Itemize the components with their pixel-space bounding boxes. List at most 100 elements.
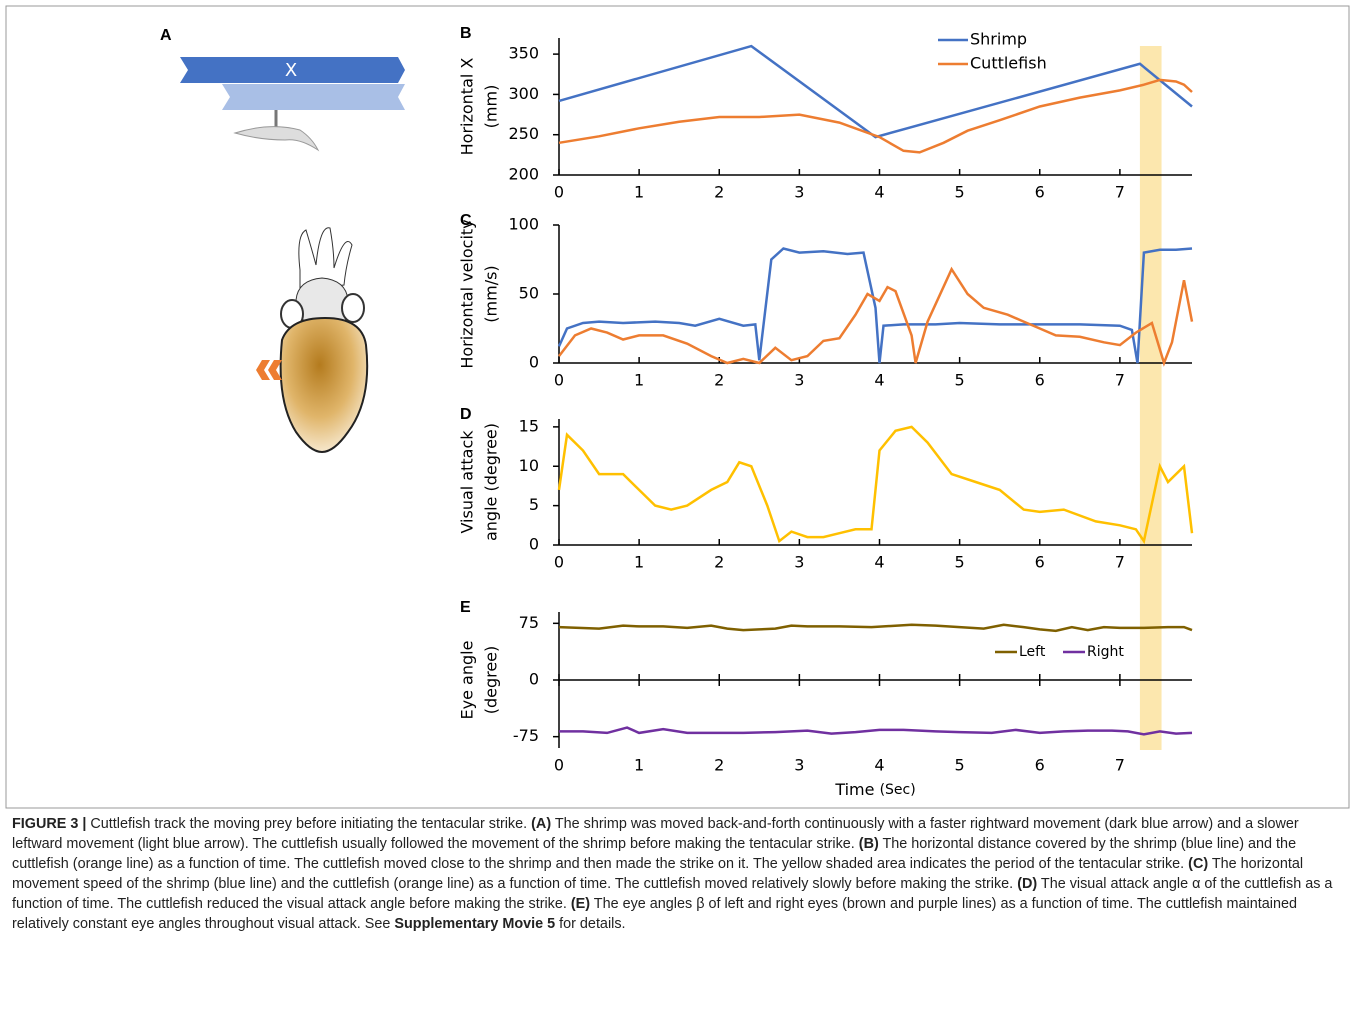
x-tick-label: 7 — [1115, 553, 1125, 572]
shrimp — [233, 126, 320, 152]
x-tick-label: 6 — [1035, 371, 1045, 390]
y-tick-label: 0 — [529, 535, 539, 554]
mantle — [279, 316, 369, 454]
series-line — [558, 78, 1193, 154]
legend-label: Shrimp — [970, 30, 1027, 49]
y-tick-label: 50 — [519, 284, 539, 303]
y-axis-label: angle (degree) — [482, 423, 501, 541]
x-tick-label: 0 — [554, 553, 564, 572]
x-tick-label: 2 — [714, 371, 724, 390]
panel-label: B — [460, 25, 472, 42]
series-line — [558, 266, 1194, 367]
y-tick-label: 75 — [519, 613, 539, 632]
caption-segment: FIGURE 3 | — [12, 816, 87, 832]
x-tick-label: 1 — [634, 553, 644, 572]
move-arrow — [268, 360, 282, 380]
x-tick-label: 1 — [634, 371, 644, 390]
x-tick-label: 2 — [714, 183, 724, 202]
caption-segment: The eye angles β of left and right eyes … — [12, 896, 1297, 932]
x-tick-label: 0 — [554, 371, 564, 390]
panel-label: D — [460, 406, 472, 423]
x-tick-label: 1 — [634, 183, 644, 202]
y-tick-label: 350 — [508, 44, 539, 63]
caption-segment: The shrimp was moved back-and-forth cont… — [12, 816, 1299, 852]
x-tick-label: 4 — [874, 371, 884, 390]
y-axis-label: (mm) — [482, 85, 501, 129]
y-tick-label: 5 — [529, 495, 539, 514]
caption-segment: (B) — [858, 836, 879, 852]
panel-label: C — [460, 212, 472, 229]
panel-a: A X — [160, 27, 405, 454]
x-tick-label: 5 — [955, 553, 965, 572]
x-tick-label: 3 — [794, 183, 804, 202]
x-tick-label: 1 — [634, 756, 644, 775]
legend-label: Left — [1019, 644, 1046, 660]
series-line — [557, 425, 1194, 545]
caption: FIGURE 3 | Cuttlefish track the moving p… — [12, 814, 1342, 934]
x-tick-label: 3 — [794, 371, 804, 390]
x-tick-label: 6 — [1035, 183, 1045, 202]
y-axis-label: Horizontal velocity — [458, 219, 477, 368]
x-tick-label: 7 — [1115, 371, 1125, 390]
y-tick-label: 100 — [508, 215, 539, 234]
series-line — [557, 247, 1193, 364]
y-axis-label: Horizontal X — [458, 58, 477, 156]
y-tick-label: 200 — [508, 165, 539, 184]
left-arrow — [222, 84, 405, 110]
series-line — [558, 44, 1193, 139]
caption-segment: The horizontal distance covered by the s… — [12, 836, 1297, 872]
arrow-label: X — [285, 60, 297, 81]
caption-segment: Cuttlefish track the moving prey before … — [86, 816, 532, 832]
tentacles — [298, 227, 353, 291]
x-tick-label: 5 — [955, 371, 965, 390]
figure-border — [5, 5, 1350, 809]
x-tick-label: 3 — [794, 553, 804, 572]
legend-label: Right — [1087, 644, 1124, 660]
y-tick-label: 300 — [508, 84, 539, 103]
x-tick-label: 6 — [1035, 553, 1045, 572]
caption-segment: for details. — [555, 916, 626, 932]
panel-label: E — [460, 599, 471, 616]
move-arrow — [256, 360, 270, 380]
caption-segment: (E) — [570, 896, 591, 912]
x-tick-label: 4 — [874, 183, 884, 202]
y-axis-label: (mm/s) — [482, 265, 501, 322]
y-tick-label: 0 — [529, 353, 539, 372]
caption-segment: (D) — [1017, 876, 1038, 892]
y-tick-label: 0 — [529, 670, 539, 689]
series-line — [558, 623, 1193, 633]
panel-label: A — [160, 27, 172, 44]
y-axis-label: Eye angle — [458, 641, 477, 720]
x-tick-label: 0 — [554, 183, 564, 202]
eye — [341, 293, 365, 323]
y-axis-label: (degree) — [482, 646, 501, 715]
caption-segment: (C) — [1188, 856, 1209, 872]
y-tick-label: -75 — [513, 726, 539, 745]
x-tick-label: 6 — [1035, 756, 1045, 775]
caption-segment: The horizontal movement speed of the shr… — [12, 856, 1304, 892]
x-axis-label-part: Time — [834, 780, 874, 799]
x-tick-label: 7 — [1115, 183, 1125, 202]
y-tick-label: 250 — [508, 124, 539, 143]
y-tick-label: 10 — [519, 456, 539, 475]
caption-segment: Supplementary Movie 5 — [394, 916, 556, 932]
x-axis-label-part: (Sec) — [880, 782, 916, 798]
legend-label: Cuttlefish — [970, 54, 1047, 73]
x-tick-label: 7 — [1115, 756, 1125, 775]
strike-period — [1139, 46, 1162, 750]
x-axis-label: Time (Sec) — [834, 780, 915, 799]
caption-segment: (A) — [531, 816, 552, 832]
x-tick-label: 2 — [714, 756, 724, 775]
x-tick-label: 2 — [714, 553, 724, 572]
right-arrow — [180, 57, 405, 83]
x-tick-label: 5 — [955, 756, 965, 775]
y-axis-label: Visual attack — [458, 430, 477, 534]
x-tick-label: 3 — [794, 756, 804, 775]
y-tick-label: 15 — [519, 416, 539, 435]
caption-segment: The visual attack angle α of the cuttlef… — [12, 876, 1333, 912]
series-line — [559, 726, 1193, 736]
x-tick-label: 4 — [874, 553, 884, 572]
x-tick-label: 0 — [554, 756, 564, 775]
